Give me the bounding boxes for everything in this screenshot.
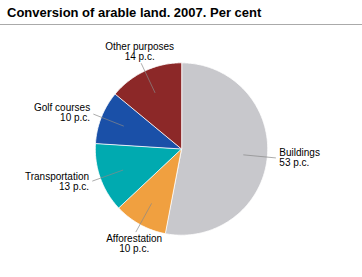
svg-text:Other purposes14 p.c.: Other purposes14 p.c.: [105, 41, 174, 62]
svg-text:Buildings53 p.c.: Buildings53 p.c.: [279, 147, 320, 168]
svg-text:Golf courses10 p.c.: Golf courses10 p.c.: [34, 102, 90, 123]
html-text:Conversion of arable land. 200: Conversion of arable land. 2007. Per cen…: [7, 5, 262, 20]
svg-text:Transportation13 p.c.: Transportation13 p.c.: [25, 171, 89, 192]
svg-text:Afforestation10 p.c.: Afforestation10 p.c.: [106, 233, 162, 254]
